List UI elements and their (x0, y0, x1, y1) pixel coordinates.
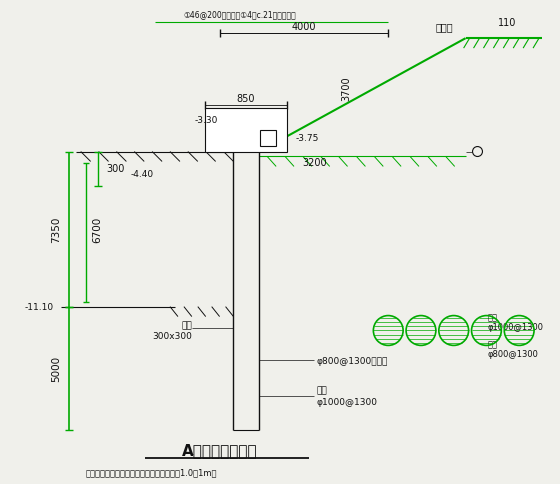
Text: φ800@1300: φ800@1300 (487, 349, 538, 358)
Text: φ800@1300混凝桦: φ800@1300混凝桦 (317, 356, 388, 365)
Text: φ1000@1300: φ1000@1300 (487, 322, 543, 332)
Text: ①46@200纤维网，①4悯c.21混凝加固面: ①46@200纤维网，①4悯c.21混凝加固面 (183, 10, 296, 19)
Text: 5000: 5000 (51, 355, 61, 381)
Text: 3700: 3700 (342, 76, 352, 101)
Text: 栖栖: 栖栖 (487, 339, 497, 348)
Text: 桦档: 桦档 (317, 386, 328, 395)
Text: 4000: 4000 (292, 22, 316, 32)
Text: 110: 110 (498, 18, 516, 28)
Text: φ1000@1300: φ1000@1300 (317, 397, 378, 406)
Text: A区基坠支护剥面: A区基坠支护剥面 (182, 442, 258, 457)
Text: 6700: 6700 (92, 216, 102, 242)
Text: -11.10: -11.10 (25, 302, 54, 312)
Text: 7350: 7350 (51, 216, 61, 243)
Bar (260, 130, 276, 146)
Text: -4.40: -4.40 (130, 169, 154, 179)
Text: 结构: 结构 (181, 320, 192, 329)
Text: 栖栖: 栖栖 (487, 313, 497, 321)
Bar (205, 108, 287, 152)
Text: 850: 850 (237, 93, 255, 104)
Text: 300x300: 300x300 (152, 331, 192, 340)
Text: -3.75: -3.75 (295, 134, 319, 143)
Text: 300: 300 (106, 164, 125, 174)
Text: 奢装路: 奢装路 (436, 22, 454, 32)
Text: 3200: 3200 (302, 158, 327, 168)
Text: -3.30: -3.30 (195, 116, 218, 125)
Text: 注：此处境界处混凝土层达到天然土层深度1.0㌓1m。: 注：此处境界处混凝土层达到天然土层深度1.0㌓1m。 (86, 467, 217, 476)
